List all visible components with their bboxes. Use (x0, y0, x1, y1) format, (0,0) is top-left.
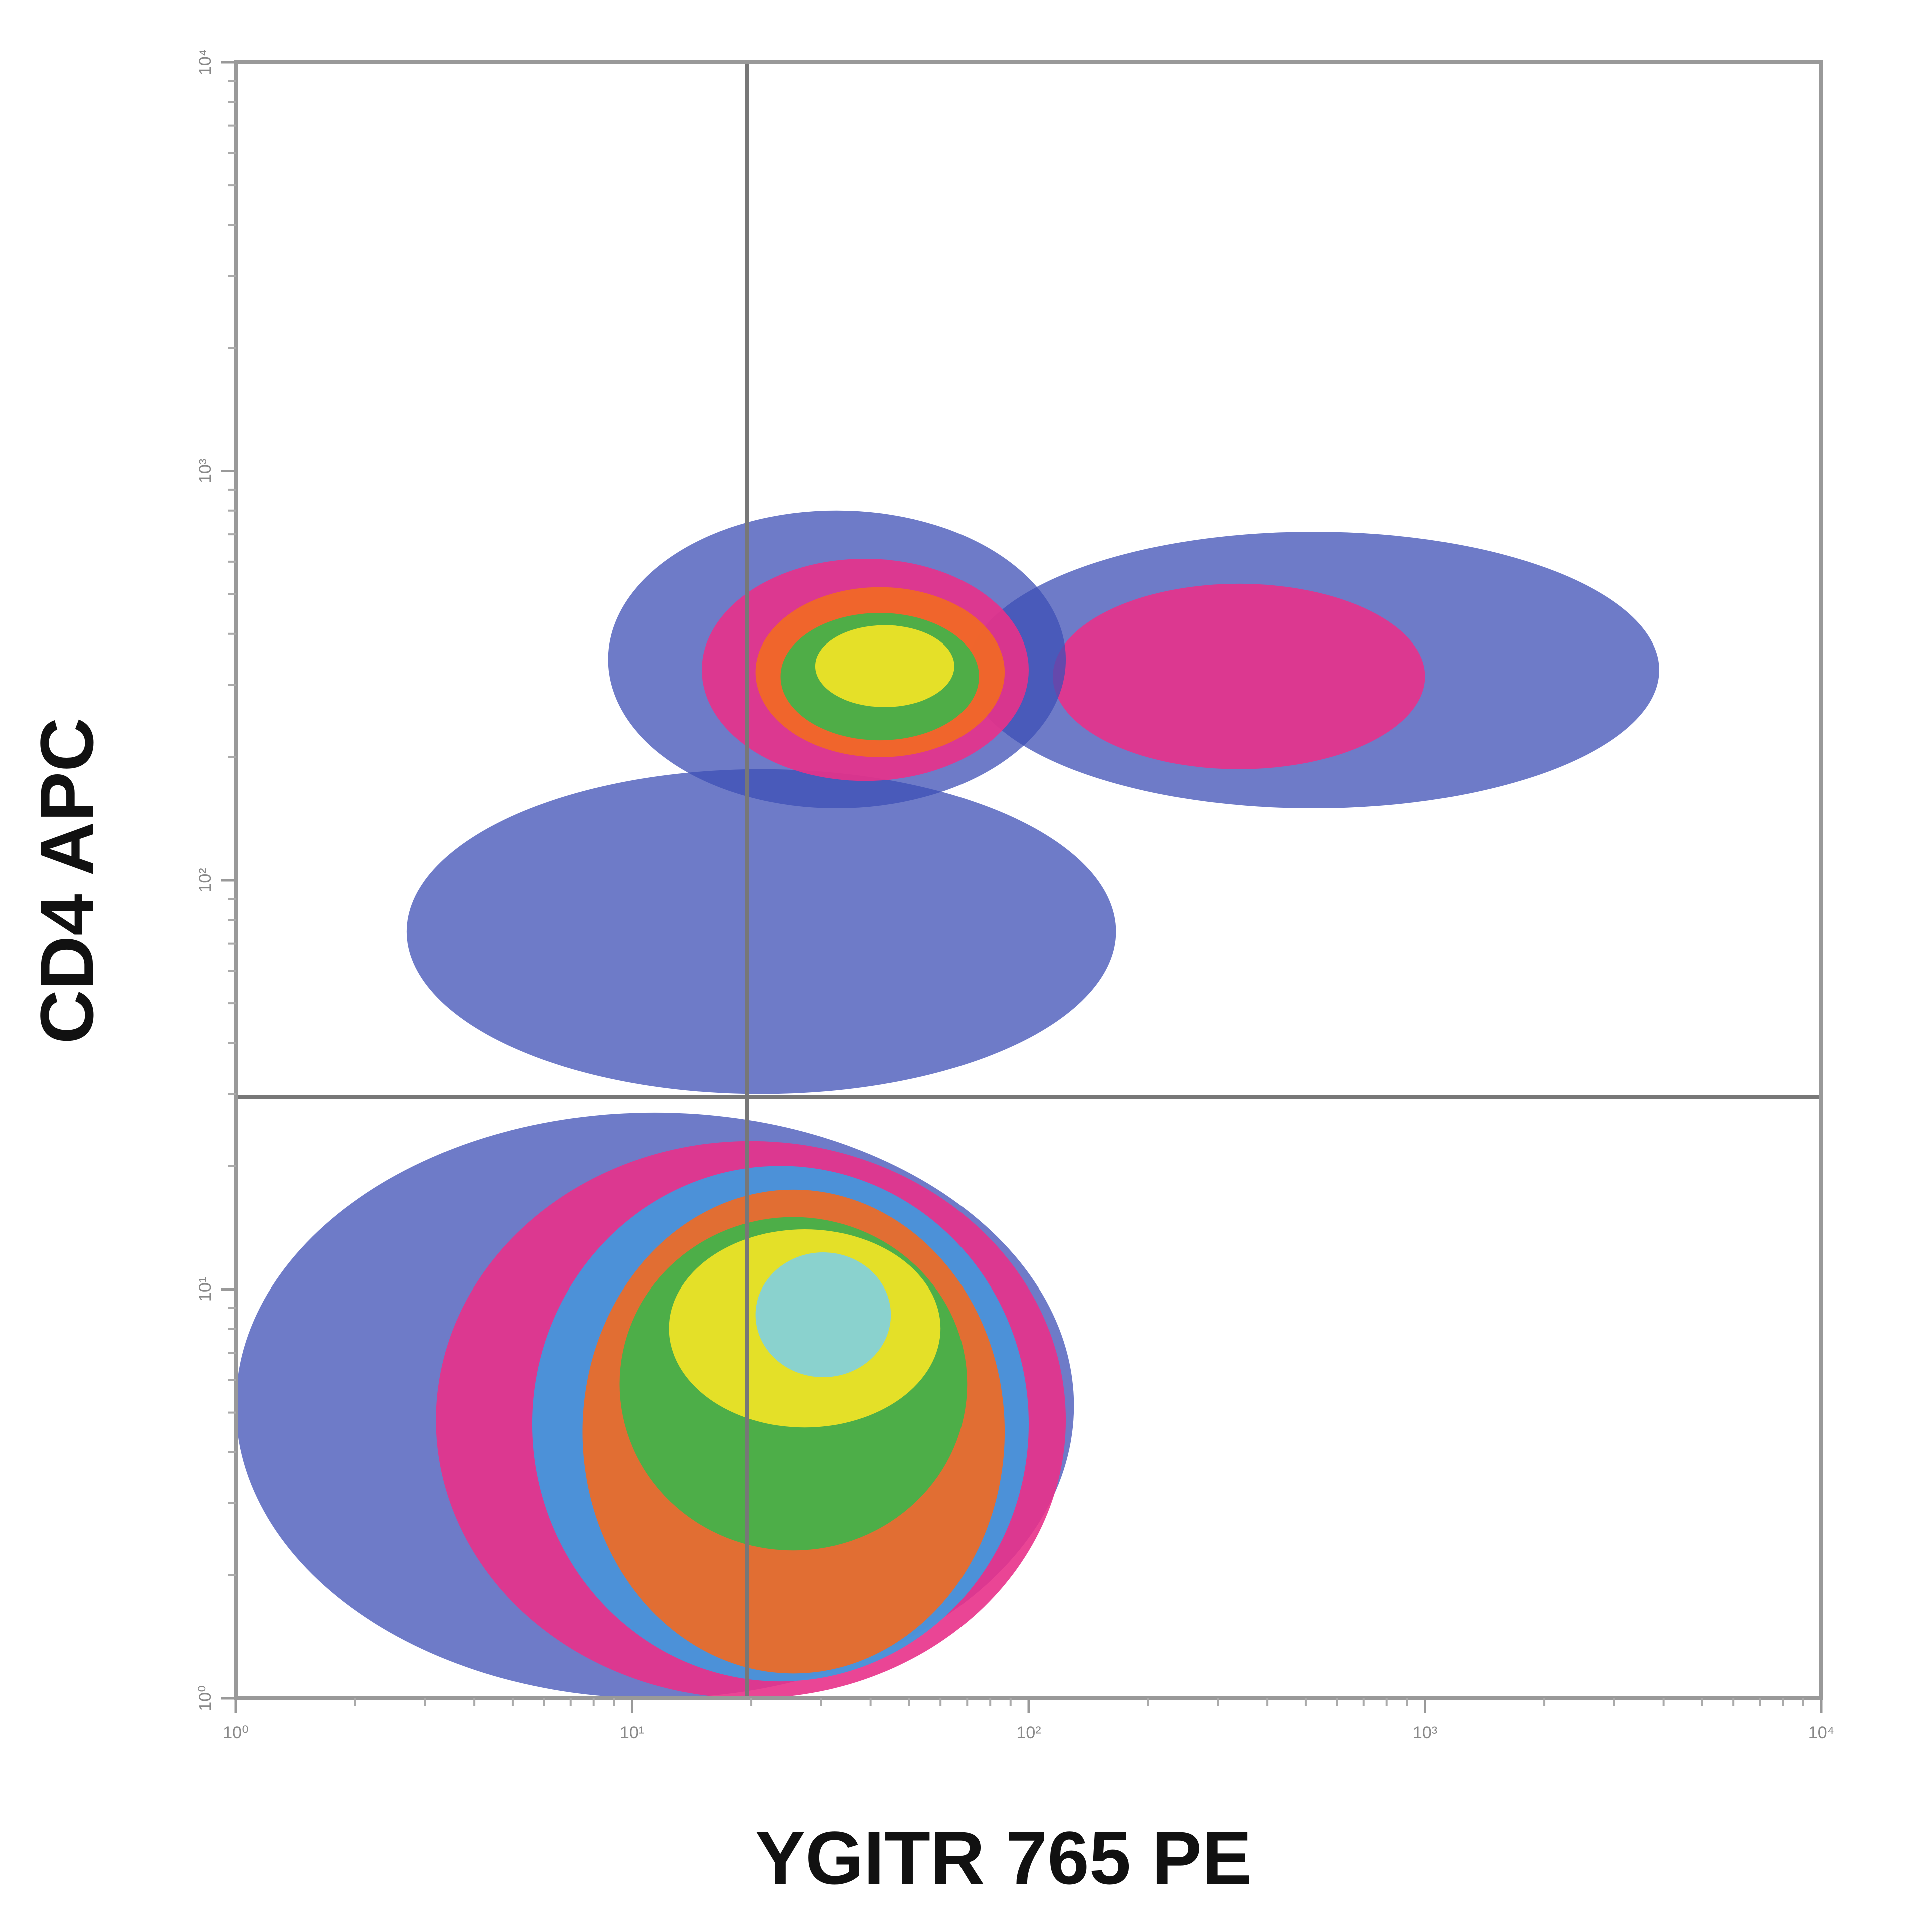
density-level (755, 1252, 891, 1377)
y-tick-label: 10² (196, 868, 215, 892)
x-tick-label: 10¹ (620, 1723, 644, 1742)
y-axis-label: CD4 APC (25, 718, 109, 1044)
density-level (406, 769, 1116, 1094)
x-tick-label: 10³ (1413, 1723, 1437, 1742)
density-level (815, 625, 954, 707)
y-tick-label: 10³ (196, 459, 215, 483)
density-level (1053, 583, 1425, 769)
y-tick-label: 10¹ (196, 1277, 215, 1302)
y-tick-label: 10⁴ (196, 49, 215, 75)
x-tick-label: 10² (1016, 1723, 1041, 1742)
plot-area (236, 510, 1659, 1698)
x-axis-label: YGITR 765 PE (755, 1816, 1252, 1900)
x-tick-label: 10⁰ (223, 1723, 248, 1742)
x-tick-label: 10⁴ (1808, 1723, 1834, 1742)
y-tick-label: 10⁰ (196, 1685, 215, 1711)
